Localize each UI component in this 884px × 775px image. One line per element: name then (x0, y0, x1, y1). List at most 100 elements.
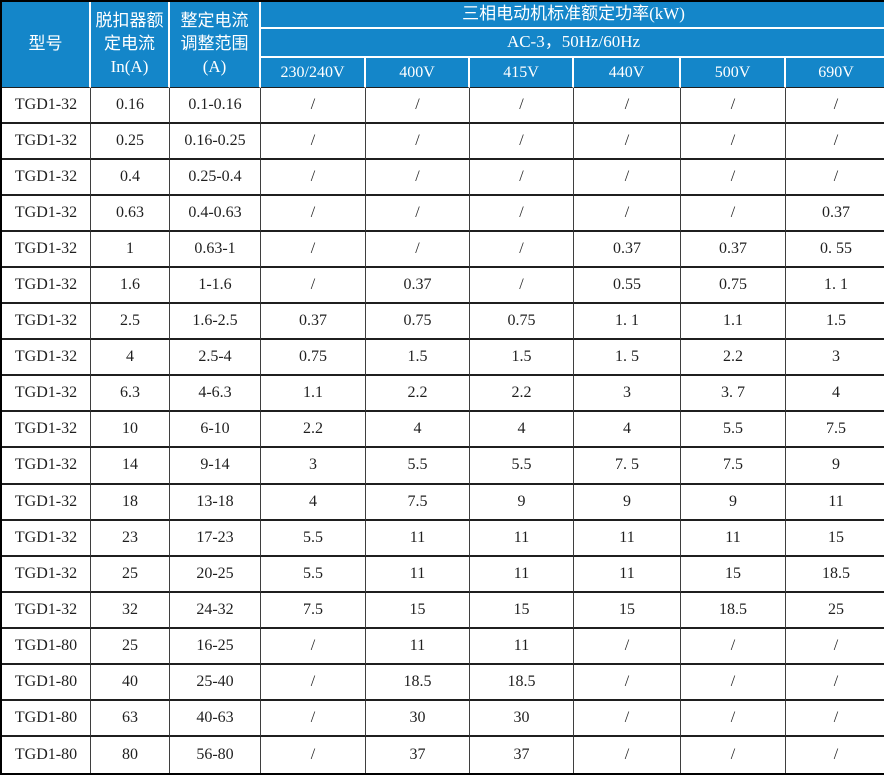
model-cell: TGD1-80 (2, 736, 91, 773)
header-voltage-690: 690V (786, 58, 884, 88)
table-row: TGD1-80 63 40-63/30 30// / (2, 700, 884, 737)
power-cell-400v: 7.5 (366, 484, 470, 521)
power-cell-690v: 3 (786, 340, 884, 377)
power-cell-500v: / (681, 88, 786, 125)
power-cell-230-240v: 3 (261, 448, 366, 485)
power-cell-415v: 5.5 (470, 448, 574, 485)
header-voltage-400: 400V (366, 58, 470, 88)
adjust-range-cell: 9-14 (170, 448, 261, 485)
rated-current-cell: 18 (91, 484, 170, 521)
model-cell: TGD1-32 (2, 340, 91, 377)
power-cell-415v: / (470, 124, 574, 161)
power-cell-230-240v: / (261, 268, 366, 305)
model-cell: TGD1-80 (2, 664, 91, 701)
power-cell-440v: 15 (574, 592, 681, 629)
power-cell-440v: / (574, 196, 681, 233)
power-cell-230-240v: 0.37 (261, 304, 366, 341)
power-cell-500v: 5.5 (681, 412, 786, 449)
table-header: 型号 脱扣器额定电流 In(A) 整定电流调整范围(A) 三相电动机标准额定功率… (2, 2, 884, 88)
power-cell-230-240v: / (261, 736, 366, 773)
power-cell-440v: 11 (574, 520, 681, 557)
model-cell: TGD1-80 (2, 628, 91, 665)
power-cell-500v: / (681, 124, 786, 161)
power-cell-690v: 11 (786, 484, 884, 521)
power-cell-415v: 11 (470, 556, 574, 593)
rated-current-cell: 2.5 (91, 304, 170, 341)
model-cell: TGD1-32 (2, 160, 91, 197)
power-cell-500v: 2.2 (681, 340, 786, 377)
power-cell-230-240v: / (261, 196, 366, 233)
power-cell-690v: 25 (786, 592, 884, 629)
power-cell-440v: 1. 1 (574, 304, 681, 341)
model-cell: TGD1-32 (2, 124, 91, 161)
adjust-range-cell: 16-25 (170, 628, 261, 665)
power-cell-415v: 11 (470, 628, 574, 665)
rated-current-cell: 0.25 (91, 124, 170, 161)
model-cell: TGD1-80 (2, 700, 91, 737)
power-cell-415v: 18.5 (470, 664, 574, 701)
adjust-range-cell: 4-6.3 (170, 376, 261, 413)
power-cell-440v: / (574, 88, 681, 125)
power-cell-500v: 3. 7 (681, 376, 786, 413)
power-cell-415v: 15 (470, 592, 574, 629)
table-row: TGD1-80 40 25-40/18.5 18.5// / (2, 664, 884, 701)
power-cell-690v: 1. 1 (786, 268, 884, 305)
power-cell-415v: / (470, 232, 574, 269)
power-cell-690v: / (786, 160, 884, 197)
adjust-range-cell: 56-80 (170, 736, 261, 773)
table-row: TGD1-32 1 0.63-1///0.37 0.37 0. 55 (2, 232, 884, 269)
power-cell-400v: 4 (366, 412, 470, 449)
power-cell-690v: / (786, 664, 884, 701)
power-cell-400v: 15 (366, 592, 470, 629)
rated-current-cell: 10 (91, 412, 170, 449)
model-cell: TGD1-32 (2, 304, 91, 341)
model-cell: TGD1-32 (2, 448, 91, 485)
power-cell-500v: 11 (681, 520, 786, 557)
header-voltage-230-240: 230/240V (261, 58, 366, 88)
table-row: TGD1-32 0.63 0.4-0.63// / //0.37 (2, 196, 884, 233)
model-cell: TGD1-32 (2, 268, 91, 305)
power-cell-415v: 30 (470, 700, 574, 737)
model-cell: TGD1-32 (2, 196, 91, 233)
table-body: TGD1-32 0.16 0.1-0.16// / / / / TGD1-32 0.25 0.16… (2, 88, 884, 773)
power-cell-500v: / (681, 664, 786, 701)
adjust-range-cell: 0.25-0.4 (170, 160, 261, 197)
model-cell: TGD1-32 (2, 484, 91, 521)
header-power-title: 三相电动机标准额定功率(kW) (261, 2, 884, 29)
table-row: TGD1-32 18 13-18 4 7.5 9 9 9 11 (2, 484, 884, 521)
table-row: TGD1-32 1.6 1-1.6/0.37/0.55 0.75 1. 1 (2, 268, 884, 305)
power-cell-415v: / (470, 196, 574, 233)
table-row: TGD1-32 32 24-32 7.5 15 15 15 18.5 25 (2, 592, 884, 629)
power-cell-690v: 1.5 (786, 304, 884, 341)
rated-current-cell: 0.16 (91, 88, 170, 125)
header-voltage-440: 440V (574, 58, 681, 88)
rated-current-cell: 0.63 (91, 196, 170, 233)
power-cell-400v: / (366, 88, 470, 125)
model-cell: TGD1-32 (2, 88, 91, 125)
model-cell: TGD1-32 (2, 592, 91, 629)
power-cell-230-240v: / (261, 700, 366, 737)
power-cell-440v: 7. 5 (574, 448, 681, 485)
table-row: TGD1-32 0.4 0.25-0.4// / / / / (2, 160, 884, 197)
header-model: 型号 (2, 2, 91, 88)
power-cell-500v: / (681, 736, 786, 773)
adjust-range-cell: 6-10 (170, 412, 261, 449)
power-cell-690v: 15 (786, 520, 884, 557)
power-cell-230-240v: 4 (261, 484, 366, 521)
power-cell-415v: 4 (470, 412, 574, 449)
power-cell-230-240v: 7.5 (261, 592, 366, 629)
table-row: TGD1-32 0.16 0.1-0.16// / / / / (2, 88, 884, 125)
table-row: TGD1-80 80 56-80/37 37// / (2, 736, 884, 773)
power-cell-400v: 37 (366, 736, 470, 773)
power-cell-230-240v: 5.5 (261, 556, 366, 593)
power-cell-400v: 0.37 (366, 268, 470, 305)
header-adjust-range: 整定电流调整范围(A) (170, 2, 261, 88)
power-cell-400v: / (366, 124, 470, 161)
power-cell-440v: 0.37 (574, 232, 681, 269)
adjust-range-cell: 0.16-0.25 (170, 124, 261, 161)
power-cell-440v: 0.55 (574, 268, 681, 305)
power-cell-500v: / (681, 628, 786, 665)
power-cell-500v: 0.37 (681, 232, 786, 269)
adjust-range-cell: 40-63 (170, 700, 261, 737)
